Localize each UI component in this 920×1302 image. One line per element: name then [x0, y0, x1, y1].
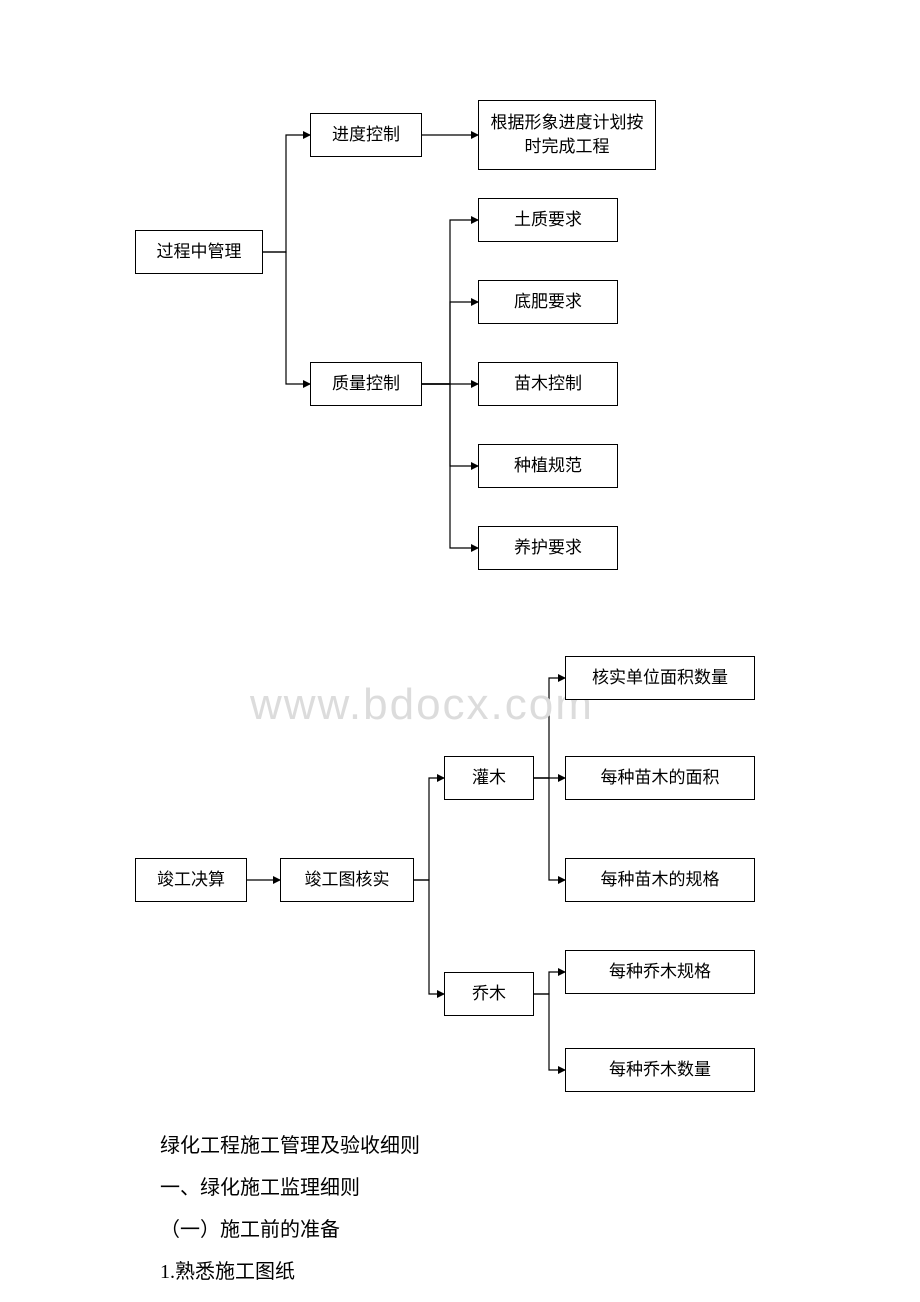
node-arbor-spec: 每种乔木规格 — [565, 950, 755, 994]
node-progress-leaf: 根据形象进度计划按时完成工程 — [478, 100, 656, 170]
node-unit-area-qty: 核实单位面积数量 — [565, 656, 755, 700]
node-arbor-qty: 每种乔木数量 — [565, 1048, 755, 1092]
node-shrub: 灌木 — [444, 756, 534, 800]
node-final-settle: 竣工决算 — [135, 858, 247, 902]
text-line: 一、绿化施工监理细则 — [160, 1167, 420, 1209]
text-line: 1.熟悉施工图纸 — [160, 1251, 420, 1293]
node-process-mgmt: 过程中管理 — [135, 230, 263, 274]
text-line: （一）施工前的准备 — [160, 1209, 420, 1251]
node-arbor: 乔木 — [444, 972, 534, 1016]
body-text: 绿化工程施工管理及验收细则 一、绿化施工监理细则 （一）施工前的准备 1.熟悉施… — [160, 1125, 420, 1293]
text-line: 绿化工程施工管理及验收细则 — [160, 1125, 420, 1167]
node-quality-ctrl: 质量控制 — [310, 362, 422, 406]
watermark: www.bdocx.com — [250, 680, 594, 730]
node-progress-ctrl: 进度控制 — [310, 113, 422, 157]
node-seedling-spec: 每种苗木的规格 — [565, 858, 755, 902]
node-soil-req: 土质要求 — [478, 198, 618, 242]
node-fert-req: 底肥要求 — [478, 280, 618, 324]
diagram-container: www.bdocx.com 过程中管理 进度控制 质量控制 根据形象进度计划按时… — [0, 0, 920, 1302]
node-maint-req: 养护要求 — [478, 526, 618, 570]
node-seedling-ctrl: 苗木控制 — [478, 362, 618, 406]
node-drawing-verify: 竣工图核实 — [280, 858, 414, 902]
connector-layer — [0, 0, 920, 1302]
node-plant-spec: 种植规范 — [478, 444, 618, 488]
node-seedling-area: 每种苗木的面积 — [565, 756, 755, 800]
